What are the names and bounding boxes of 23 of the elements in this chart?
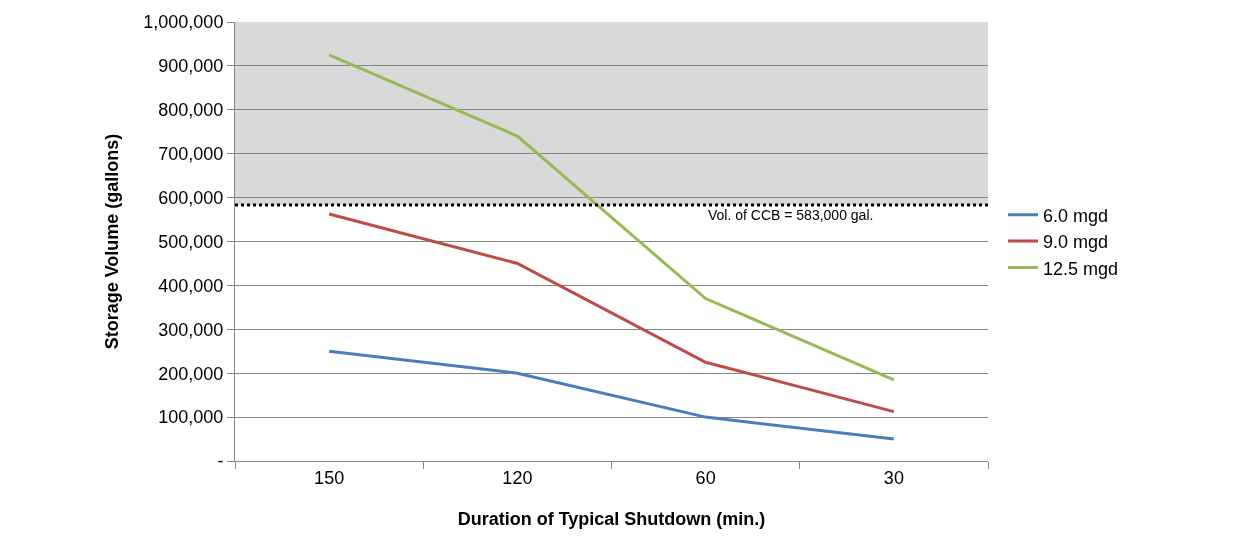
y-tick-label: 900,000 xyxy=(158,56,224,77)
x-tick-label: 150 xyxy=(314,467,345,488)
y-tick-label: 800,000 xyxy=(158,100,224,121)
y-tick-label: 100,000 xyxy=(158,407,224,428)
line-series xyxy=(327,349,896,441)
y-tick-label: 600,000 xyxy=(158,187,224,208)
y-tick-label: 200,000 xyxy=(158,363,224,384)
y-tick-label: 400,000 xyxy=(158,275,224,296)
x-axis-title: Duration of Typical Shutdown (min.) xyxy=(457,509,766,529)
y-tick-label: 700,000 xyxy=(158,144,224,164)
ref-line-label: Vol. of CCB = 583,000 gal. xyxy=(708,207,874,223)
line-series xyxy=(327,53,896,382)
legend-label: 12.5 mgd xyxy=(1043,258,1119,279)
legend-label: 6.0 mgd xyxy=(1043,205,1109,226)
x-tick-label: 60 xyxy=(695,467,716,488)
y-tick-label: 1,000,000 xyxy=(143,12,224,33)
legend-label: 9.0 mgd xyxy=(1043,232,1109,253)
y-axis-title: Storage Volume (gallons) xyxy=(101,133,122,350)
y-tick-label: 300,000 xyxy=(158,319,224,340)
x-tick-label: 30 xyxy=(883,467,904,488)
y-tick-label: 500,000 xyxy=(158,231,224,252)
y-tick-label: - xyxy=(217,451,224,472)
x-tick-label: 120 xyxy=(502,467,533,488)
